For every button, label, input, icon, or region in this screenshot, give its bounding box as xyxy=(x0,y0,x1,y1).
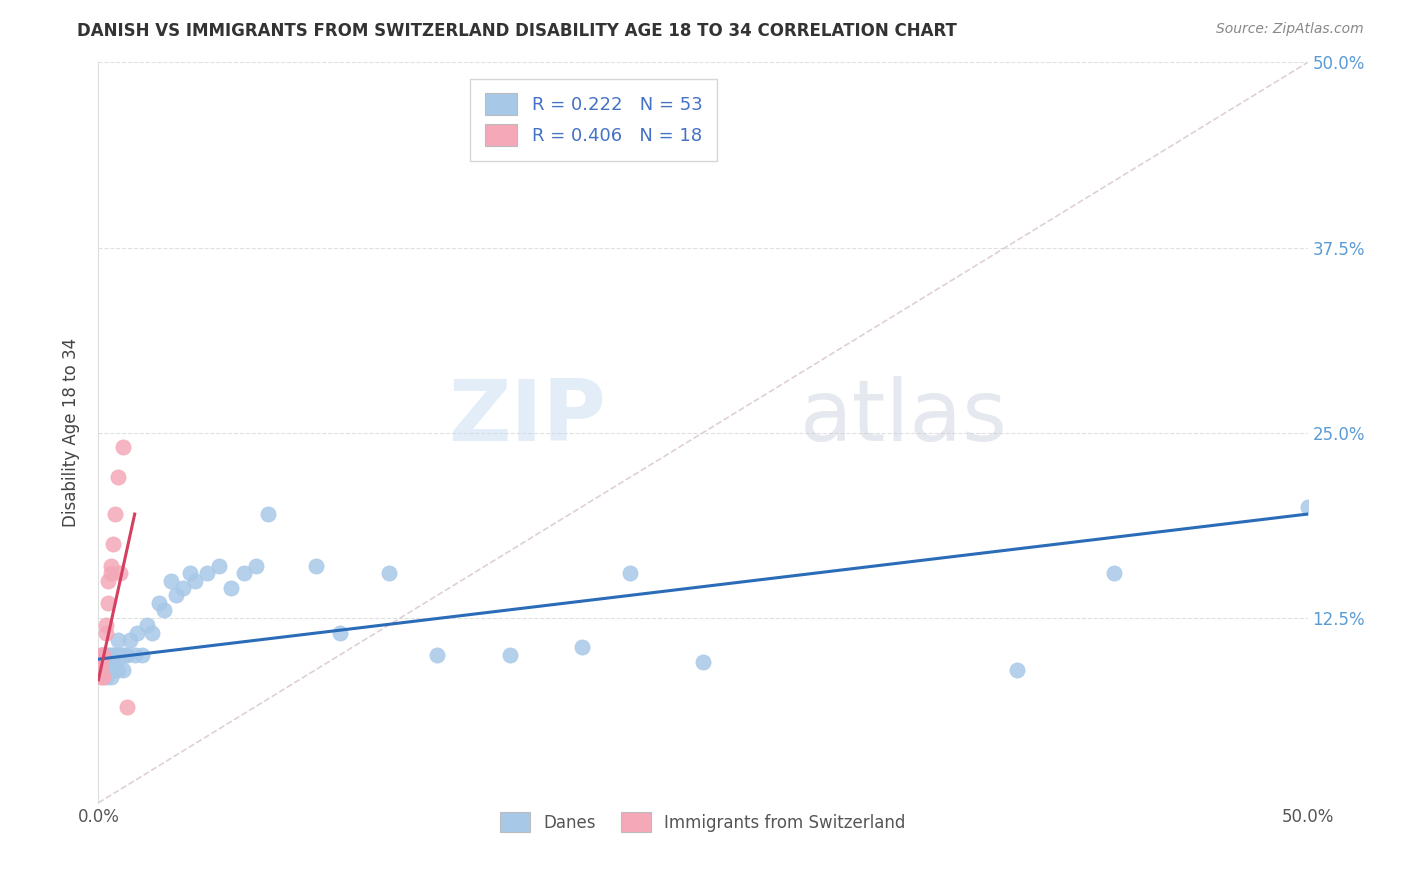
Text: atlas: atlas xyxy=(800,376,1008,459)
Point xyxy=(91,648,114,662)
Point xyxy=(90,663,112,677)
Point xyxy=(91,663,114,677)
Point xyxy=(118,632,141,647)
Point xyxy=(152,603,174,617)
Point xyxy=(91,648,114,662)
Point xyxy=(1296,500,1319,514)
Point xyxy=(108,648,131,662)
Point xyxy=(107,470,129,484)
Point xyxy=(127,625,149,640)
Text: DANISH VS IMMIGRANTS FROM SWITZERLAND DISABILITY AGE 18 TO 34 CORRELATION CHART: DANISH VS IMMIGRANTS FROM SWITZERLAND DI… xyxy=(77,22,957,40)
Point xyxy=(94,648,117,662)
Point xyxy=(100,648,122,662)
Point xyxy=(101,648,124,662)
Point xyxy=(124,648,146,662)
Point xyxy=(97,648,120,662)
Point xyxy=(91,670,114,684)
Point xyxy=(94,663,117,677)
Point xyxy=(1102,566,1125,581)
Point xyxy=(104,663,127,677)
Point xyxy=(377,566,399,581)
Point xyxy=(111,648,134,662)
Point xyxy=(94,618,117,632)
Point xyxy=(305,558,328,573)
Point xyxy=(100,558,122,573)
Point xyxy=(90,648,112,662)
Point xyxy=(498,648,520,662)
Point xyxy=(90,655,112,669)
Point xyxy=(221,581,243,595)
Point xyxy=(256,507,278,521)
Point xyxy=(111,663,134,677)
Point xyxy=(232,566,254,581)
Point xyxy=(117,699,139,714)
Point xyxy=(97,596,120,610)
Point xyxy=(108,566,131,581)
Point xyxy=(179,566,201,581)
Point xyxy=(571,640,593,655)
Point xyxy=(329,625,352,640)
Point xyxy=(94,670,117,684)
Point xyxy=(90,648,112,662)
Point xyxy=(90,663,112,677)
Point xyxy=(104,648,127,662)
Point xyxy=(1007,663,1029,677)
Text: Source: ZipAtlas.com: Source: ZipAtlas.com xyxy=(1216,22,1364,37)
Point xyxy=(100,663,122,677)
Text: ZIP: ZIP xyxy=(449,376,606,459)
Point xyxy=(426,648,449,662)
Legend: Danes, Immigrants from Switzerland: Danes, Immigrants from Switzerland xyxy=(494,805,912,838)
Point xyxy=(619,566,641,581)
Point xyxy=(692,655,714,669)
Point xyxy=(195,566,218,581)
Point xyxy=(172,581,194,595)
Point xyxy=(94,625,117,640)
Point xyxy=(208,558,231,573)
Point xyxy=(100,566,122,581)
Point xyxy=(141,625,163,640)
Point xyxy=(107,663,129,677)
Point xyxy=(160,574,183,588)
Point xyxy=(184,574,207,588)
Point xyxy=(135,618,157,632)
Point xyxy=(101,536,124,550)
Point xyxy=(107,632,129,647)
Point xyxy=(165,589,187,603)
Y-axis label: Disability Age 18 to 34: Disability Age 18 to 34 xyxy=(62,338,80,527)
Point xyxy=(100,670,122,684)
Point xyxy=(101,663,124,677)
Point xyxy=(148,596,170,610)
Point xyxy=(97,574,120,588)
Point xyxy=(111,441,134,455)
Point xyxy=(90,670,112,684)
Point xyxy=(114,648,136,662)
Point xyxy=(104,507,127,521)
Point xyxy=(131,648,153,662)
Point xyxy=(97,663,120,677)
Point xyxy=(245,558,267,573)
Point xyxy=(117,648,139,662)
